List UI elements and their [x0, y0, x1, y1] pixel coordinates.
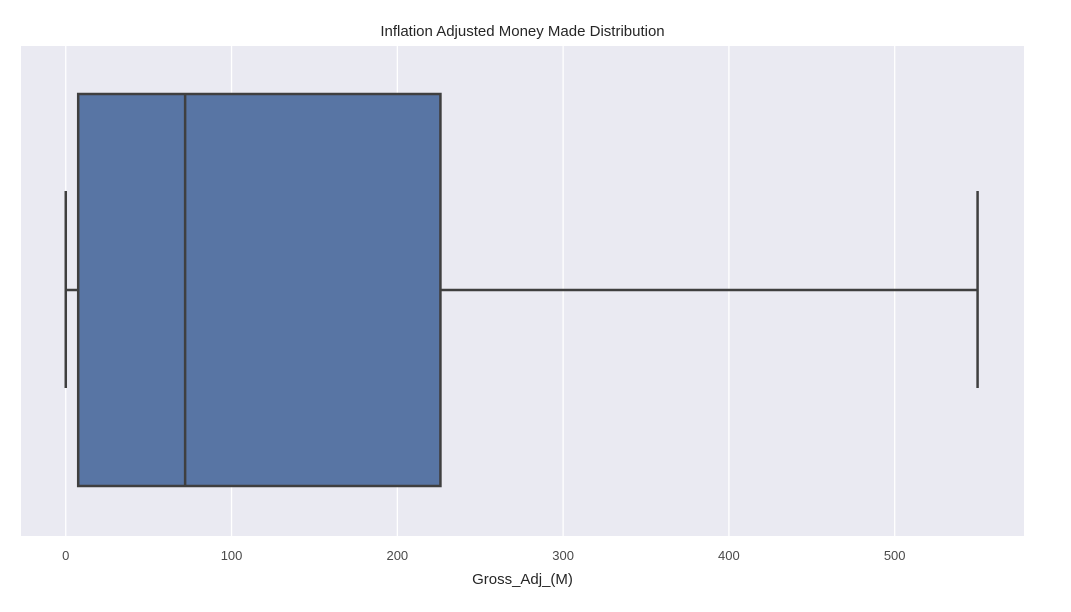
x-tick-label-0: 0 — [62, 548, 69, 563]
x-tick-label-500: 500 — [884, 548, 906, 563]
iqr-box — [76, 92, 442, 488]
x-tick-label-100: 100 — [221, 548, 243, 563]
box-plot — [64, 92, 979, 488]
chart-title: Inflation Adjusted Money Made Distributi… — [380, 23, 664, 40]
x-tick-label-400: 400 — [718, 548, 740, 563]
x-tick-label-300: 300 — [552, 548, 574, 563]
x-tick-label-200: 200 — [386, 548, 408, 563]
x-tick-labels: 0 100 200 300 400 500 — [62, 548, 905, 563]
x-axis-label: Gross_Adj_(M) — [472, 571, 573, 588]
